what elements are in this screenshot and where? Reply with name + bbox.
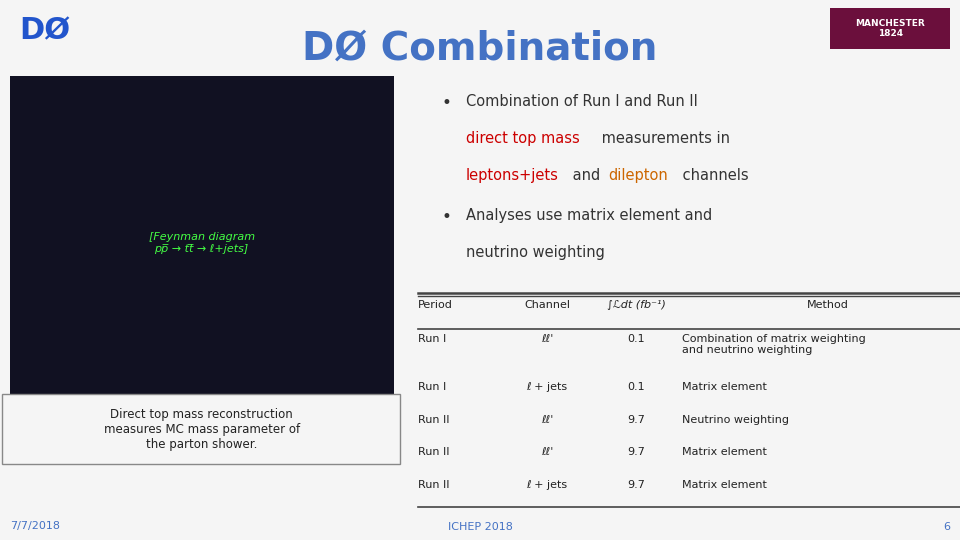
Text: Run I: Run I [418,334,445,344]
FancyBboxPatch shape [10,76,394,410]
Text: ℓ + jets: ℓ + jets [527,480,567,490]
FancyBboxPatch shape [2,394,400,464]
Text: dilepton: dilepton [609,168,668,183]
Text: leptons+jets: leptons+jets [466,168,559,183]
Text: ℓℓ': ℓℓ' [541,334,553,344]
Text: 9.7: 9.7 [627,415,645,425]
Text: 6: 6 [944,522,950,531]
Text: and: and [568,168,605,183]
Text: Matrix element: Matrix element [682,480,766,490]
Text: Direct top mass reconstruction
measures MC mass parameter of
the parton shower.: Direct top mass reconstruction measures … [104,408,300,451]
Text: Matrix element: Matrix element [682,382,766,393]
Text: DØ: DØ [19,16,70,45]
Text: Neutrino weighting: Neutrino weighting [682,415,788,425]
Text: Combination of matrix weighting
and neutrino weighting: Combination of matrix weighting and neut… [682,334,865,355]
Text: 7/7/2018: 7/7/2018 [10,522,60,531]
Text: 9.7: 9.7 [627,480,645,490]
Text: channels: channels [678,168,749,183]
Text: neutrino weighting: neutrino weighting [466,245,605,260]
Text: MANCHESTER
1824: MANCHESTER 1824 [855,19,925,38]
Text: Channel: Channel [524,300,570,310]
Text: Method: Method [807,300,849,310]
Text: Run II: Run II [418,447,449,457]
Text: 0.1: 0.1 [627,382,645,393]
Text: Analyses use matrix element and: Analyses use matrix element and [466,208,712,224]
Text: •: • [442,94,451,112]
Text: ℓ + jets: ℓ + jets [527,382,567,393]
Text: measurements in: measurements in [597,131,731,146]
Text: Run I: Run I [418,382,445,393]
FancyBboxPatch shape [830,8,950,49]
Text: Period: Period [418,300,452,310]
Text: Combination of Run I and Run II: Combination of Run I and Run II [466,94,698,110]
Text: direct top mass: direct top mass [466,131,579,146]
Text: ℓℓ': ℓℓ' [541,415,553,425]
Text: [Feynman diagram
pp̅ → tt̅ → ℓ+jets]: [Feynman diagram pp̅ → tt̅ → ℓ+jets] [149,232,254,254]
Text: Matrix element: Matrix element [682,447,766,457]
Text: •: • [442,208,451,226]
Text: Run II: Run II [418,480,449,490]
Text: Run II: Run II [418,415,449,425]
Text: ∫ℒdt (fb⁻¹): ∫ℒdt (fb⁻¹) [607,300,665,310]
Text: DØ Combination: DØ Combination [302,30,658,68]
Text: ℓℓ': ℓℓ' [541,447,553,457]
Text: ICHEP 2018: ICHEP 2018 [447,522,513,531]
Text: 9.7: 9.7 [627,447,645,457]
Text: 0.1: 0.1 [627,334,645,344]
